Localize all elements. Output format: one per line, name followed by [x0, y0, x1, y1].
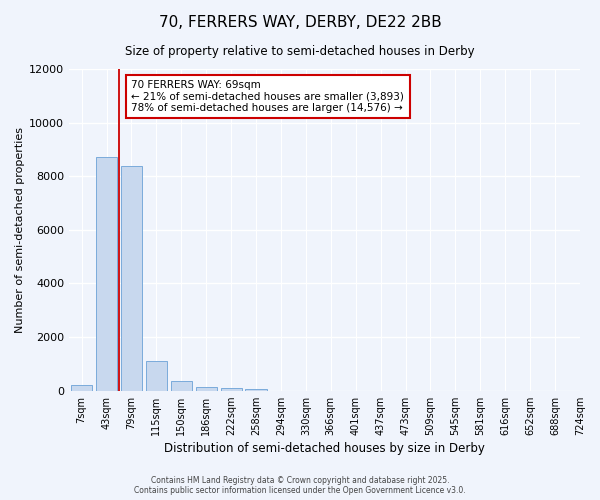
Text: 70, FERRERS WAY, DERBY, DE22 2BB: 70, FERRERS WAY, DERBY, DE22 2BB: [158, 15, 442, 30]
Bar: [221, 388, 242, 390]
Bar: [121, 166, 142, 390]
Text: Contains HM Land Registry data © Crown copyright and database right 2025.
Contai: Contains HM Land Registry data © Crown c…: [134, 476, 466, 495]
Text: 70 FERRERS WAY: 69sqm
← 21% of semi-detached houses are smaller (3,893)
78% of s: 70 FERRERS WAY: 69sqm ← 21% of semi-deta…: [131, 80, 404, 113]
Bar: [71, 386, 92, 390]
X-axis label: Distribution of semi-detached houses by size in Derby: Distribution of semi-detached houses by …: [164, 442, 485, 455]
Text: Size of property relative to semi-detached houses in Derby: Size of property relative to semi-detach…: [125, 45, 475, 58]
Bar: [146, 361, 167, 390]
Bar: [196, 386, 217, 390]
Bar: [96, 158, 117, 390]
Y-axis label: Number of semi-detached properties: Number of semi-detached properties: [15, 127, 25, 333]
Bar: [170, 382, 192, 390]
